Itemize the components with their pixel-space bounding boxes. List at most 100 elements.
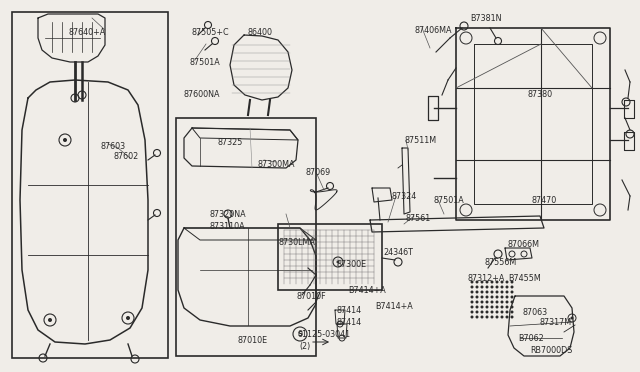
Circle shape [481,305,483,308]
Circle shape [506,285,509,289]
Circle shape [63,138,67,142]
Circle shape [495,295,499,298]
Text: 87414: 87414 [337,318,362,327]
Circle shape [481,315,483,318]
Circle shape [476,291,479,294]
Circle shape [481,291,483,294]
Circle shape [490,311,493,314]
Circle shape [486,291,488,294]
Text: 87414: 87414 [337,306,362,315]
Text: 87501A: 87501A [434,196,465,205]
Circle shape [511,291,513,294]
Circle shape [486,285,488,289]
Circle shape [486,295,488,298]
Text: 87300MA: 87300MA [258,160,296,169]
Text: 87470: 87470 [532,196,557,205]
Text: 87600NA: 87600NA [183,90,220,99]
Circle shape [511,315,513,318]
Text: 87317M: 87317M [540,318,572,327]
Circle shape [500,285,504,289]
Circle shape [476,315,479,318]
Circle shape [476,295,479,298]
Circle shape [570,317,573,320]
Circle shape [476,285,479,289]
Circle shape [481,285,483,289]
Circle shape [495,301,499,304]
Circle shape [500,291,504,294]
Text: 01125-03041: 01125-03041 [298,330,351,339]
Text: 87640+A: 87640+A [68,28,105,37]
Text: 87010E: 87010E [237,336,267,345]
Text: 873110A: 873110A [210,222,246,231]
Circle shape [495,285,499,289]
Circle shape [495,315,499,318]
Text: 87063: 87063 [523,308,548,317]
Circle shape [490,301,493,304]
Circle shape [511,301,513,304]
Circle shape [470,280,474,283]
Circle shape [481,280,483,283]
Circle shape [495,291,499,294]
Circle shape [476,305,479,308]
Circle shape [511,280,513,283]
Text: (2): (2) [299,342,310,351]
Circle shape [490,285,493,289]
Text: 87602: 87602 [113,152,138,161]
Circle shape [490,315,493,318]
Circle shape [470,305,474,308]
Text: 86400: 86400 [248,28,273,37]
Circle shape [511,311,513,314]
Circle shape [490,305,493,308]
Circle shape [486,305,488,308]
Circle shape [495,311,499,314]
Text: 8730LMA: 8730LMA [279,238,316,247]
Circle shape [486,301,488,304]
Text: RB7000DS: RB7000DS [530,346,572,355]
Text: 87325: 87325 [218,138,243,147]
Text: 87312+A: 87312+A [468,274,506,283]
Text: B7414+A: B7414+A [348,286,386,295]
Text: 24346T: 24346T [383,248,413,257]
Circle shape [500,311,504,314]
Circle shape [500,280,504,283]
Circle shape [481,301,483,304]
Circle shape [495,305,499,308]
Circle shape [470,285,474,289]
Circle shape [506,315,509,318]
Circle shape [486,311,488,314]
Text: 87300E: 87300E [337,260,367,269]
Circle shape [470,301,474,304]
Text: 87505+C: 87505+C [192,28,230,37]
Text: 87406MA: 87406MA [415,26,452,35]
Text: 87501A: 87501A [190,58,221,67]
Text: B7062: B7062 [518,334,544,343]
Text: B7455M: B7455M [508,274,541,283]
Circle shape [470,295,474,298]
Text: B7381N: B7381N [470,14,502,23]
Text: 87066M: 87066M [508,240,540,249]
Text: 87320NA: 87320NA [210,210,246,219]
Circle shape [490,280,493,283]
Bar [176,118,316,356]
Text: 87010F: 87010F [297,292,326,301]
Text: 87511M: 87511M [405,136,437,145]
Circle shape [337,260,339,263]
Circle shape [48,318,52,322]
Text: 87380: 87380 [528,90,553,99]
Circle shape [511,285,513,289]
Circle shape [476,301,479,304]
Circle shape [470,311,474,314]
Circle shape [481,295,483,298]
Circle shape [500,305,504,308]
Circle shape [495,280,499,283]
Circle shape [506,295,509,298]
Circle shape [481,311,483,314]
Circle shape [476,311,479,314]
Circle shape [500,295,504,298]
Circle shape [126,316,130,320]
Circle shape [500,301,504,304]
Text: 87561: 87561 [406,214,431,223]
Bar [278,224,382,290]
Circle shape [490,291,493,294]
Circle shape [470,315,474,318]
